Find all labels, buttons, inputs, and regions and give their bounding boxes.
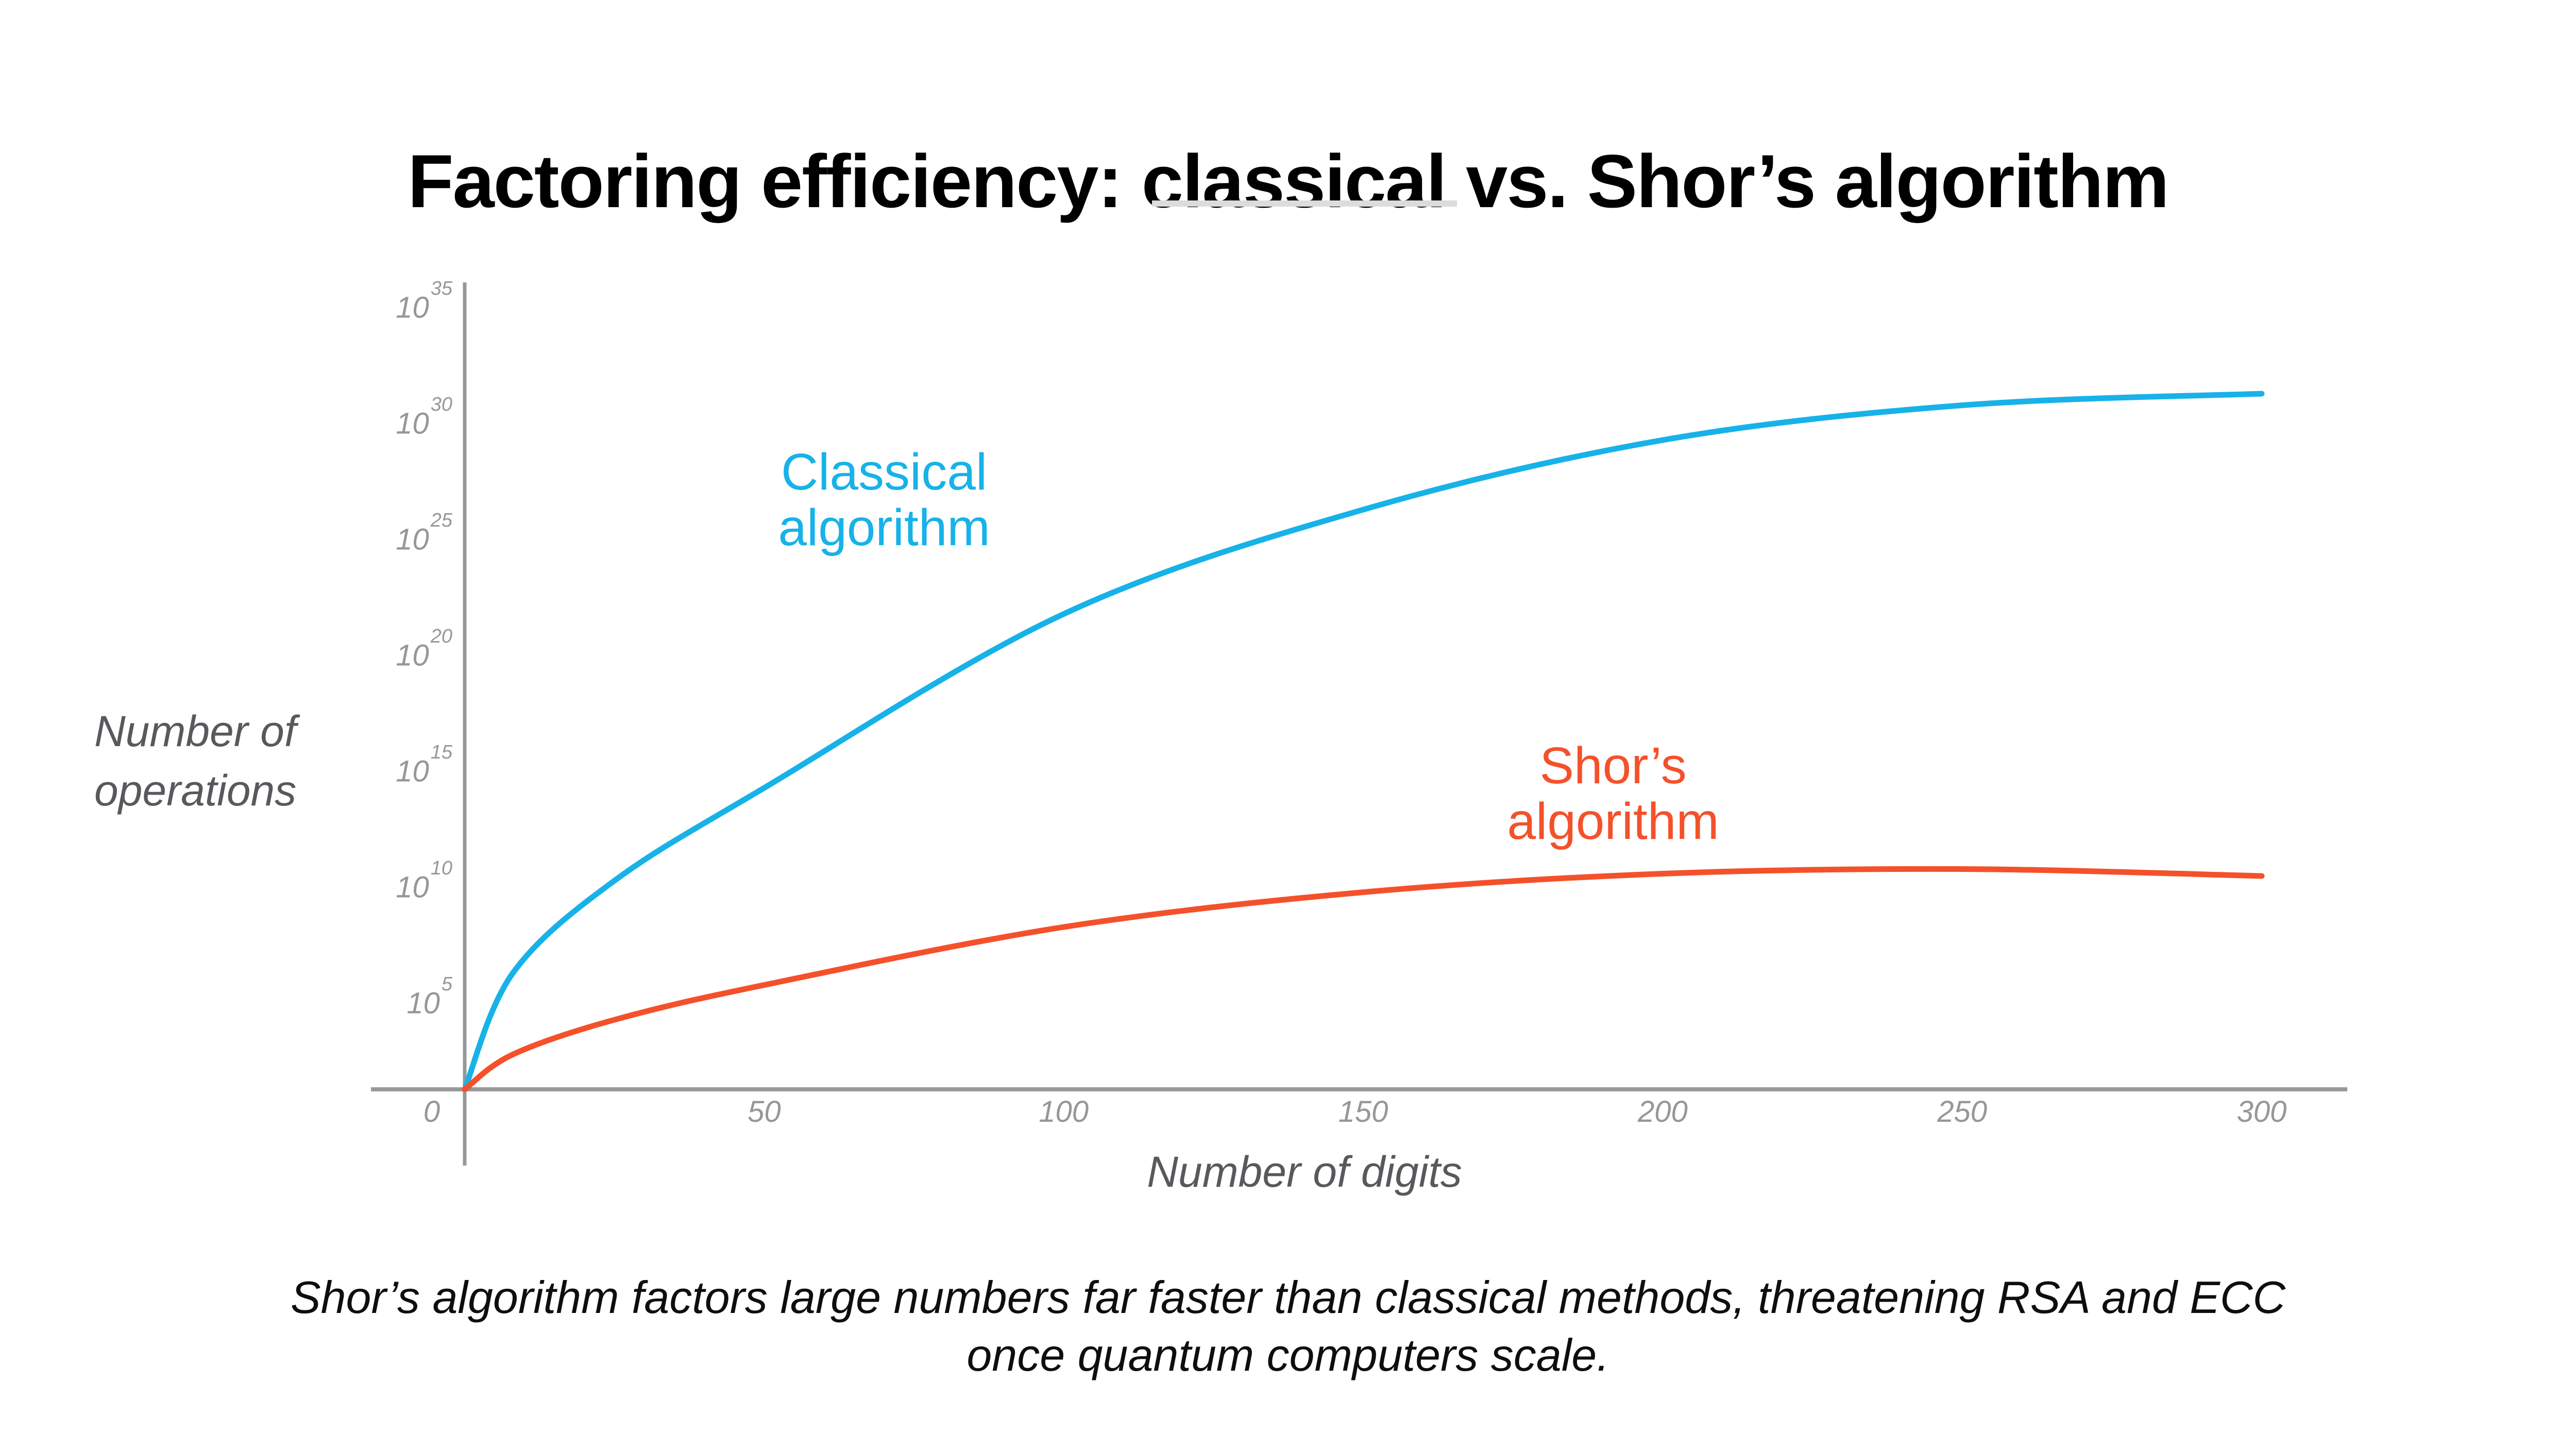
x-tick-label: 100 (1039, 1095, 1089, 1128)
x-tick-label: 50 (748, 1095, 781, 1128)
y-axis-label: Number of operations (94, 702, 296, 820)
y-tick-label: 1010 (396, 857, 452, 904)
shor-curve (462, 866, 2265, 1092)
classical-series-label-line1: Classical (781, 443, 988, 501)
caption-line2: once quantum computers scale. (967, 1329, 1609, 1380)
x-axis-label: Number of digits (1147, 1148, 1462, 1196)
y-tick-label: 1020 (396, 626, 452, 672)
x-tick-label: 150 (1338, 1095, 1388, 1128)
x-tick-label: 200 (1637, 1095, 1688, 1128)
shor-series-label-line2: algorithm (1507, 793, 1719, 850)
classical-series-label-line2: algorithm (778, 499, 990, 557)
chart-title: Factoring efficiency: classical vs. Shor… (408, 139, 2169, 223)
origin-tick-label: 0 (423, 1095, 440, 1128)
curve-layer (462, 391, 2265, 1092)
caption: Shor’s algorithm factors large numbers f… (0, 1269, 2576, 1384)
x-tick-label: 300 (2236, 1095, 2287, 1128)
y-tick-label: 1025 (396, 510, 452, 557)
title-divider (1152, 200, 1457, 207)
shor-series-label-line1: Shor’s (1539, 737, 1687, 795)
y-tick-label: 105 (406, 973, 452, 1020)
y-axis-label-line1: Number of (94, 707, 297, 755)
classical-curve (462, 391, 2265, 1092)
shor-series-label: Shor’s algorithm (1381, 738, 1845, 849)
y-tick-label: 1015 (396, 742, 452, 788)
caption-line1: Shor’s algorithm factors large numbers f… (290, 1272, 2286, 1323)
y-tick-label: 1030 (396, 394, 452, 441)
y-tick-label: 1035 (396, 278, 452, 325)
x-tick-label: 250 (1937, 1095, 1988, 1128)
classical-series-label: Classical algorithm (652, 444, 1116, 555)
y-axis-label-line2: operations (94, 766, 297, 815)
